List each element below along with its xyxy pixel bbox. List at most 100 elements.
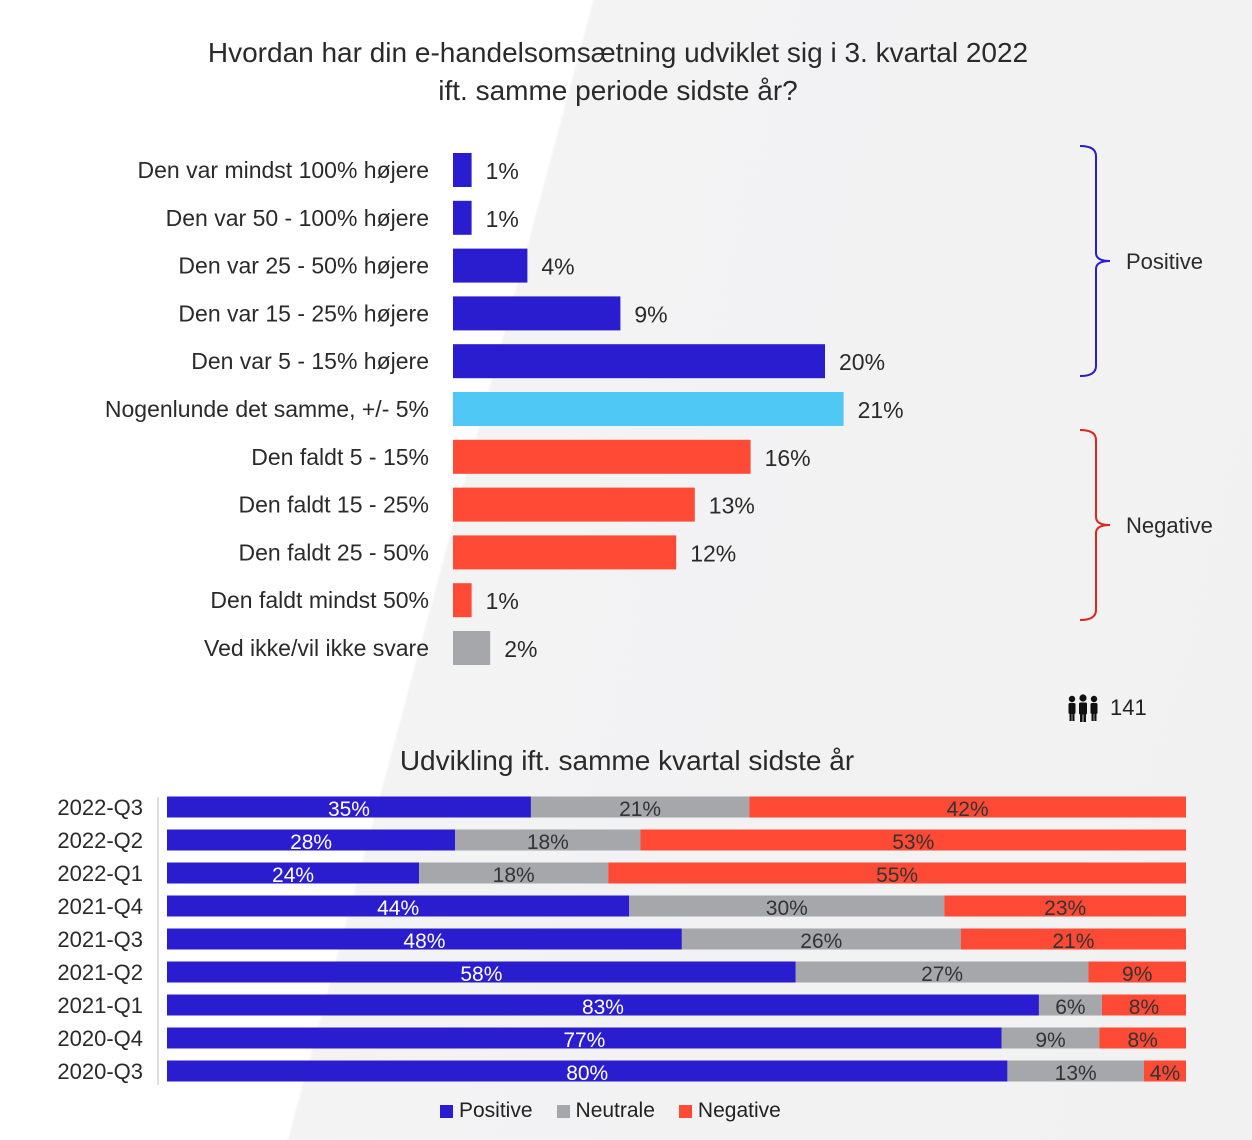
category-label: Den var mindst 100% højere bbox=[138, 157, 429, 183]
stacked-bar-chart: 2022-Q3 35% 21% 42% 2022-Q2 28% 18% 53% 2022-Q1 2… bbox=[57, 795, 1186, 1085]
quarter-label: 2022-Q3 bbox=[57, 795, 143, 820]
segment-neutrale bbox=[629, 895, 945, 917]
segment-positive bbox=[167, 895, 630, 917]
quarter-label: 2021-Q3 bbox=[57, 927, 143, 952]
segment-negative bbox=[1099, 1027, 1186, 1049]
segment-positive bbox=[167, 862, 420, 884]
segment-neutrale bbox=[530, 796, 750, 818]
segment-neutrale bbox=[795, 961, 1089, 983]
legend-swatch bbox=[440, 1104, 453, 1118]
segment-value-label: 8% bbox=[1127, 1029, 1157, 1052]
bar-negative bbox=[453, 535, 677, 570]
respondent-count: 141 bbox=[1066, 694, 1147, 722]
segment-negative bbox=[608, 862, 1186, 884]
bar-unknown bbox=[453, 631, 491, 665]
bar-negative bbox=[453, 439, 751, 474]
legend-label: Negative bbox=[697, 1099, 781, 1122]
segment-value-label: 4% bbox=[1150, 1062, 1180, 1085]
segment-negative bbox=[1088, 961, 1186, 983]
segment-value-label: 35% bbox=[328, 798, 370, 821]
segment-negative bbox=[944, 895, 1186, 917]
segment-value-label: 13% bbox=[1055, 1062, 1097, 1085]
bar-positive bbox=[453, 200, 472, 235]
chart-title: Hvordan har din e-handelsomsætning udvik… bbox=[207, 37, 1029, 106]
positive-bracket bbox=[1079, 145, 1111, 377]
category-label: Den faldt 15 - 25% bbox=[238, 492, 429, 518]
segment-value-label: 27% bbox=[921, 963, 963, 986]
segment-positive bbox=[167, 829, 456, 851]
legend-item: Positive bbox=[440, 1099, 533, 1123]
value-label: 21% bbox=[858, 397, 904, 423]
category-label: Ved ikke/vil ikke svare bbox=[204, 635, 429, 661]
bar-positive bbox=[453, 248, 528, 283]
quarter-label: 2022-Q1 bbox=[57, 861, 143, 886]
category-label: Nogenlunde det samme, +/- 5% bbox=[105, 396, 429, 422]
category-label: Den faldt 25 - 50% bbox=[238, 539, 429, 565]
segment-positive bbox=[167, 1060, 1008, 1082]
segment-neutrale bbox=[1001, 1027, 1100, 1049]
segment-positive bbox=[167, 796, 531, 818]
segment-neutrale bbox=[1007, 1060, 1144, 1082]
segment-value-label: 26% bbox=[800, 930, 842, 953]
segment-value-label: 44% bbox=[377, 897, 419, 920]
legend-item: Negative bbox=[678, 1099, 781, 1123]
legend-swatch bbox=[678, 1104, 692, 1118]
segment-value-label: 18% bbox=[527, 831, 569, 854]
segment-neutrale bbox=[1038, 994, 1102, 1016]
segment-value-label: 21% bbox=[619, 798, 661, 821]
segment-value-label: 42% bbox=[947, 798, 989, 821]
legend-label: Neutrale bbox=[575, 1099, 655, 1122]
quarter-label: 2020-Q3 bbox=[57, 1059, 143, 1084]
bar-positive bbox=[453, 296, 621, 331]
segment-negative bbox=[1143, 1060, 1186, 1082]
category-label: Den var 15 - 25% højere bbox=[178, 300, 429, 326]
segment-value-label: 9% bbox=[1035, 1029, 1065, 1052]
quarter-label: 2022-Q2 bbox=[57, 828, 143, 853]
value-label: 1% bbox=[486, 206, 519, 232]
segment-positive bbox=[167, 1027, 1002, 1049]
segment-value-label: 6% bbox=[1055, 996, 1085, 1019]
segment-positive bbox=[167, 928, 682, 950]
value-label: 4% bbox=[541, 254, 574, 280]
value-label: 13% bbox=[709, 493, 755, 519]
distribution-bar-chart: Den var mindst 100% højere 1% Den var 50 -… bbox=[105, 145, 1213, 665]
category-label: Den faldt 5 - 15% bbox=[251, 444, 429, 470]
segment-positive bbox=[167, 961, 796, 983]
positive-bracket-label: Positive bbox=[1126, 249, 1203, 274]
segment-value-label: 55% bbox=[876, 864, 918, 887]
bar-neutral bbox=[453, 392, 844, 426]
segment-negative bbox=[1101, 994, 1186, 1016]
segment-value-label: 83% bbox=[582, 996, 624, 1019]
segment-neutrale bbox=[681, 928, 961, 950]
segment-value-label: 23% bbox=[1044, 897, 1086, 920]
legend-item: Neutrale bbox=[556, 1099, 655, 1123]
segment-value-label: 24% bbox=[272, 864, 314, 887]
bar-positive bbox=[453, 153, 472, 187]
segment-negative bbox=[749, 796, 1186, 818]
respondent-count-value: 141 bbox=[1110, 695, 1147, 720]
legend: Positive Neutrale Negative bbox=[440, 1099, 781, 1123]
category-label: Den var 5 - 15% højere bbox=[191, 348, 429, 374]
segment-neutrale bbox=[419, 862, 609, 884]
bar-positive bbox=[453, 344, 825, 379]
quarter-label: 2021-Q2 bbox=[57, 960, 143, 985]
value-label: 1% bbox=[486, 588, 519, 614]
bar-negative bbox=[453, 583, 472, 618]
segment-value-label: 58% bbox=[460, 963, 502, 986]
value-label: 9% bbox=[634, 301, 667, 327]
segment-value-label: 80% bbox=[566, 1062, 608, 1085]
segment-negative bbox=[960, 928, 1186, 950]
segment-value-label: 8% bbox=[1129, 996, 1159, 1019]
negative-bracket-label: Negative bbox=[1126, 513, 1213, 538]
quarter-label: 2021-Q4 bbox=[57, 894, 143, 919]
category-label: Den var 50 - 100% højere bbox=[166, 205, 429, 231]
quarter-label: 2021-Q1 bbox=[57, 993, 143, 1018]
value-label: 20% bbox=[839, 349, 885, 375]
segment-negative bbox=[640, 829, 1186, 851]
value-label: 16% bbox=[765, 445, 811, 471]
value-label: 2% bbox=[504, 636, 537, 662]
legend-label: Positive bbox=[459, 1099, 533, 1122]
segment-value-label: 48% bbox=[403, 930, 445, 953]
legend-swatch bbox=[556, 1104, 570, 1118]
segment-positive bbox=[167, 994, 1039, 1016]
